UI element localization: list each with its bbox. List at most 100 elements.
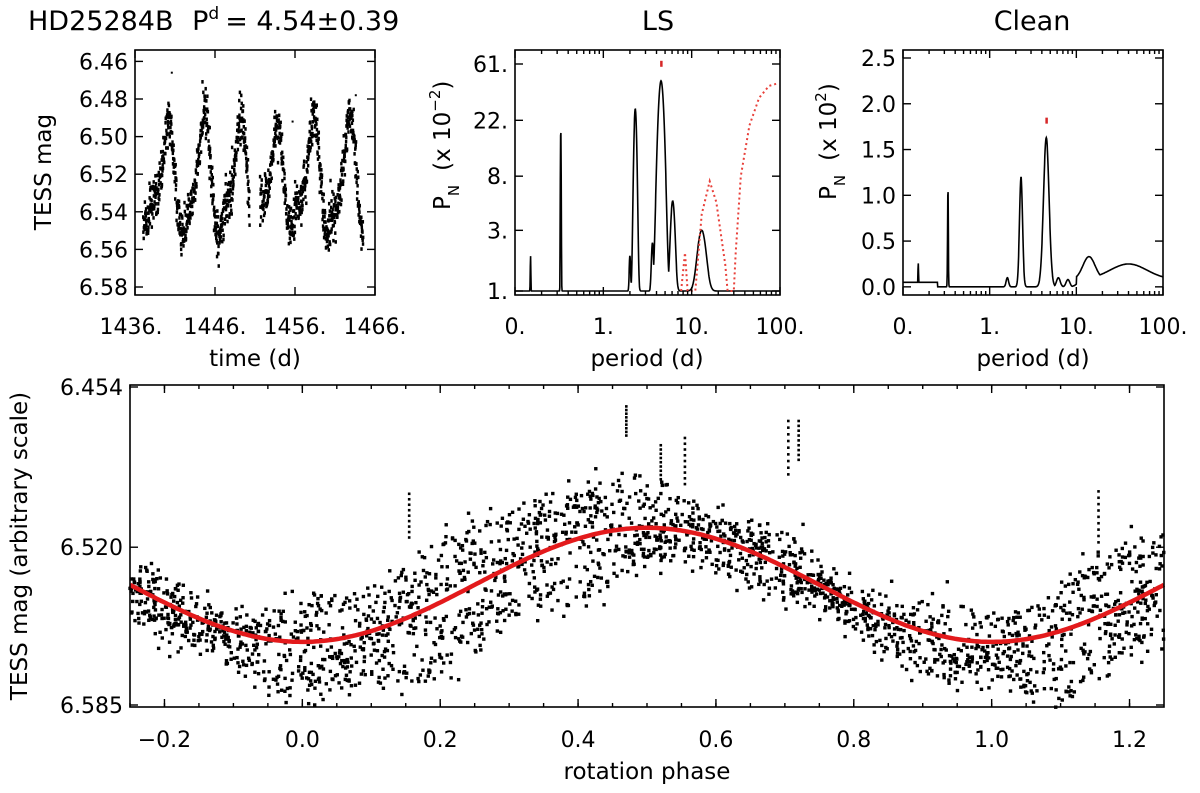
lightcurve-point bbox=[303, 187, 307, 192]
phased-point bbox=[645, 532, 649, 536]
lightcurve-point bbox=[283, 183, 287, 188]
phased-point bbox=[627, 551, 631, 555]
lightcurve-point bbox=[156, 173, 159, 178]
phased-point bbox=[752, 572, 756, 576]
lightcurve-point bbox=[238, 113, 241, 118]
phased-point bbox=[1108, 655, 1112, 659]
lightcurve-point bbox=[237, 124, 241, 129]
phased-point bbox=[503, 579, 507, 584]
lightcurve-point bbox=[177, 199, 181, 204]
phased-point bbox=[691, 511, 695, 515]
phased-point bbox=[1017, 633, 1021, 637]
lightcurve-point bbox=[355, 197, 359, 201]
phased-point bbox=[795, 600, 800, 605]
lightcurve-point bbox=[334, 200, 337, 204]
phased-point bbox=[450, 630, 454, 635]
phased-point bbox=[405, 592, 410, 597]
phased-point bbox=[690, 547, 694, 552]
phased-point bbox=[948, 628, 952, 632]
phased-point bbox=[250, 661, 254, 666]
lightcurve-point bbox=[224, 205, 228, 210]
phased-point bbox=[576, 523, 580, 527]
phased-outlier bbox=[797, 443, 800, 447]
phased-point bbox=[1099, 574, 1104, 579]
phased-point bbox=[1057, 696, 1061, 701]
phased-point bbox=[1127, 631, 1131, 636]
phased-point bbox=[667, 538, 671, 543]
phased-point bbox=[175, 600, 180, 605]
phased-point bbox=[504, 607, 508, 611]
phased-point bbox=[1006, 623, 1010, 627]
lightcurve-point bbox=[348, 107, 352, 111]
phased-point bbox=[194, 602, 199, 606]
lightcurve-point bbox=[194, 191, 197, 195]
phased-point bbox=[209, 640, 214, 644]
phased-point bbox=[948, 667, 953, 671]
lightcurve-point bbox=[202, 121, 205, 125]
phased-point bbox=[851, 617, 856, 622]
phased-point bbox=[980, 648, 984, 652]
phased-point bbox=[840, 604, 844, 609]
lightcurve-point bbox=[275, 114, 279, 119]
lightcurve-point bbox=[339, 182, 343, 187]
lightcurve-point bbox=[188, 210, 192, 215]
phased-point bbox=[949, 661, 953, 665]
phased-point bbox=[827, 579, 832, 583]
phased-point bbox=[762, 547, 767, 551]
lightcurve-point bbox=[259, 215, 263, 219]
phased-point bbox=[717, 567, 721, 571]
lightcurve-point bbox=[346, 126, 349, 130]
phased-point bbox=[156, 587, 161, 591]
lightcurve-point bbox=[219, 230, 222, 234]
phased-point bbox=[775, 533, 779, 537]
lightcurve-point bbox=[163, 139, 167, 143]
phased-point bbox=[606, 537, 610, 542]
phased-point bbox=[624, 545, 628, 549]
phased-point bbox=[1135, 636, 1139, 641]
phased-point bbox=[148, 615, 153, 619]
phased-point bbox=[1135, 600, 1140, 604]
phased-point bbox=[241, 663, 246, 667]
lightcurve-point bbox=[200, 133, 204, 137]
phased-point bbox=[747, 586, 752, 590]
lightcurve-point bbox=[246, 175, 249, 179]
phased-point bbox=[899, 615, 903, 620]
phased-point bbox=[271, 625, 276, 629]
phased-point bbox=[795, 576, 799, 580]
phased-point bbox=[590, 525, 595, 529]
lightcurve-point bbox=[193, 189, 196, 193]
phased-point bbox=[151, 579, 156, 584]
phased-point bbox=[943, 622, 947, 626]
phased-point bbox=[143, 600, 148, 605]
phased-point bbox=[1142, 634, 1146, 638]
lightcurve-point bbox=[268, 194, 271, 199]
lightcurve-point bbox=[229, 180, 233, 185]
phased-point bbox=[995, 618, 1000, 622]
lightcurve-point bbox=[146, 231, 150, 235]
lightcurve-point bbox=[331, 207, 334, 211]
clean-plot-area bbox=[903, 117, 1163, 288]
phased-point bbox=[759, 545, 764, 549]
phased-point bbox=[343, 677, 347, 682]
lightcurve-point bbox=[230, 173, 234, 177]
lightcurve-point bbox=[360, 225, 364, 230]
phased-point bbox=[238, 643, 243, 647]
phased-point bbox=[632, 562, 636, 566]
lightcurve-point bbox=[350, 128, 353, 133]
phased-point bbox=[1141, 597, 1145, 601]
phased-point bbox=[739, 569, 743, 573]
phased-point bbox=[864, 611, 869, 616]
phased-point bbox=[699, 547, 703, 552]
phased-point bbox=[177, 604, 182, 608]
lightcurve-point bbox=[227, 180, 231, 185]
period-value: = 4.54±0.39 bbox=[225, 6, 399, 37]
phased-point bbox=[1109, 562, 1114, 567]
phased-point bbox=[556, 557, 560, 561]
lightcurve-point bbox=[145, 223, 148, 228]
phased-point bbox=[745, 539, 749, 544]
lightcurve-point bbox=[289, 206, 293, 211]
lightcurve-point bbox=[180, 229, 184, 234]
phased-point bbox=[745, 572, 749, 577]
phased-point bbox=[1025, 672, 1029, 677]
phased-point bbox=[1059, 667, 1064, 671]
